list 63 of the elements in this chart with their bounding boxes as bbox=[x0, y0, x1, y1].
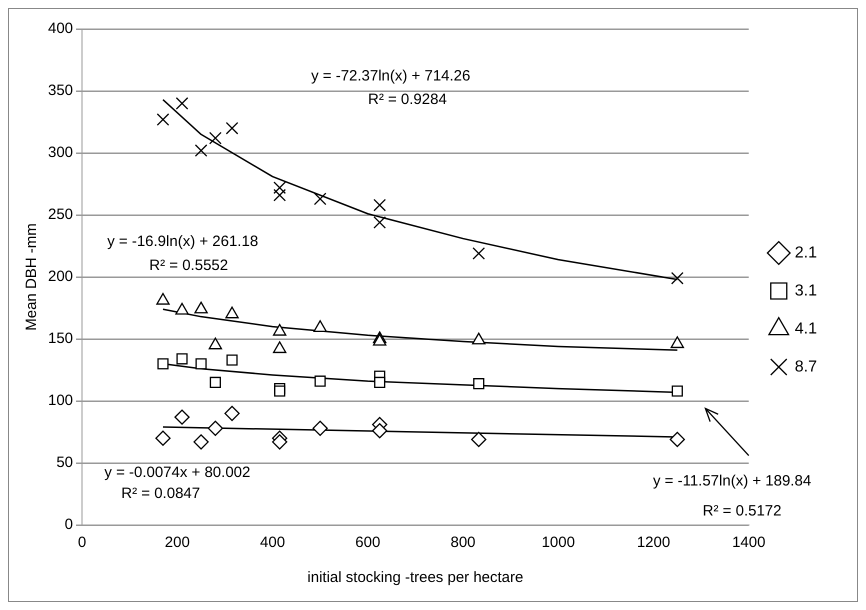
y-tick-label: 150 bbox=[48, 330, 74, 348]
x-tick-label: 400 bbox=[260, 534, 286, 552]
point bbox=[226, 122, 238, 135]
y-tick-label: 50 bbox=[56, 454, 74, 472]
annotation: y = -0.0074x + 80.002 bbox=[104, 464, 250, 482]
point bbox=[373, 198, 386, 212]
point bbox=[473, 378, 484, 390]
point bbox=[208, 420, 224, 436]
point bbox=[314, 192, 326, 206]
point bbox=[471, 432, 486, 448]
point bbox=[670, 432, 685, 448]
point bbox=[671, 272, 684, 285]
point bbox=[176, 353, 188, 364]
annotation: R² = 0.0847 bbox=[121, 484, 200, 502]
point bbox=[195, 358, 207, 370]
x-tick-label: 0 bbox=[78, 534, 86, 552]
point bbox=[155, 430, 171, 446]
point bbox=[274, 385, 286, 397]
point bbox=[314, 376, 326, 387]
point bbox=[194, 144, 208, 157]
annotation: y = -11.57ln(x) + 189.84 bbox=[653, 472, 812, 490]
y-tick-label: 400 bbox=[48, 20, 74, 38]
annotation: R² = 0.9284 bbox=[368, 91, 447, 108]
point bbox=[272, 434, 288, 450]
point bbox=[176, 97, 188, 110]
point bbox=[672, 385, 683, 397]
point bbox=[372, 423, 388, 438]
legend-label: 2.1 bbox=[794, 244, 818, 262]
point bbox=[273, 188, 286, 202]
point bbox=[224, 406, 240, 422]
point bbox=[226, 354, 238, 366]
x-tick-label: 1400 bbox=[732, 534, 766, 552]
x-tick-label: 1000 bbox=[542, 534, 575, 552]
x-axis-title: initial stocking -trees per hectare bbox=[307, 569, 524, 586]
y-tick-label: 300 bbox=[48, 144, 74, 162]
legend-label: 8.7 bbox=[794, 358, 818, 376]
x-tick-label: 800 bbox=[450, 534, 476, 552]
annotation: R² = 0.5172 bbox=[702, 502, 782, 520]
y-tick-label: 0 bbox=[64, 516, 74, 534]
y-tick-label: 250 bbox=[48, 206, 74, 224]
point bbox=[156, 113, 170, 126]
y-tick-label: 100 bbox=[48, 392, 74, 410]
y-axis-title: Mean DBH -mm bbox=[23, 223, 40, 331]
point bbox=[210, 376, 221, 388]
x-tick-label: 200 bbox=[164, 534, 190, 552]
point bbox=[209, 132, 222, 144]
annotation: R² = 0.5552 bbox=[149, 257, 228, 274]
point bbox=[312, 420, 328, 436]
x-tick-label: 1200 bbox=[636, 534, 670, 552]
annotation: y = -72.37ln(x) + 714.26 bbox=[311, 67, 470, 84]
legend-label: 3.1 bbox=[794, 282, 818, 300]
legend-label: 4.1 bbox=[794, 320, 818, 338]
point bbox=[157, 358, 169, 370]
x-tick-label: 600 bbox=[355, 534, 380, 552]
point bbox=[273, 181, 286, 194]
y-tick-label: 350 bbox=[48, 82, 74, 100]
point bbox=[193, 434, 209, 450]
point bbox=[373, 216, 386, 229]
point bbox=[374, 376, 386, 388]
point bbox=[472, 247, 486, 260]
point bbox=[174, 409, 190, 425]
y-tick-label: 200 bbox=[48, 268, 74, 286]
annotation: y = -16.9ln(x) + 261.18 bbox=[107, 232, 258, 250]
